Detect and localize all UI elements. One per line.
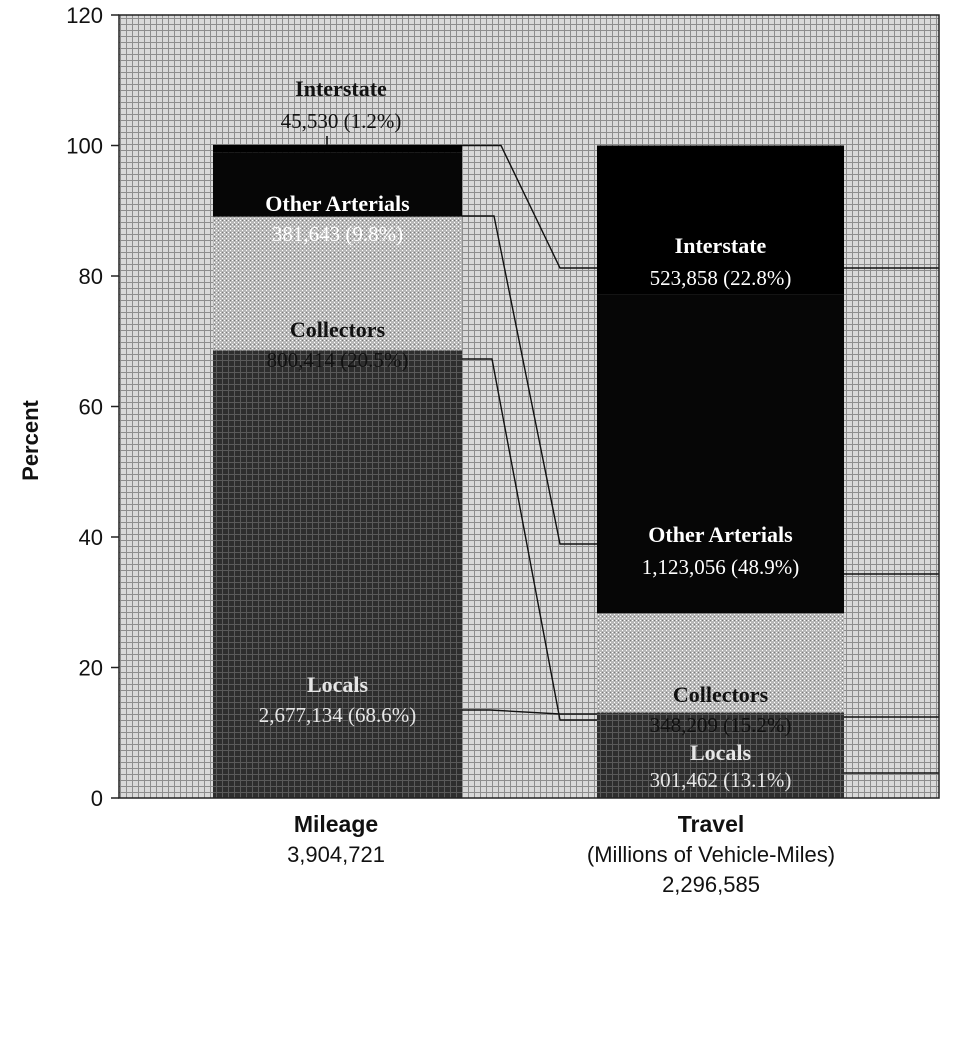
bar-segment-collectors-travel <box>597 613 844 713</box>
segment-value-locals-mileage: 2,677,134 (68.6%) <box>259 703 416 727</box>
connector-collectors <box>462 358 597 721</box>
segment-value-other-arterials-mileage: 381,643 (9.8%) <box>272 222 403 246</box>
connector-interstate <box>462 144 597 269</box>
bar-segment-locals-mileage <box>213 350 462 798</box>
segment-name-locals-mileage: Locals <box>307 672 369 697</box>
segment-value-locals-travel: 301,462 (13.1%) <box>650 768 792 792</box>
segment-name-interstate-travel: Interstate <box>675 233 767 258</box>
y-tick-label: 120 <box>66 3 103 28</box>
segment-value-collectors-mileage: 800,414 (20.5%) <box>267 348 409 372</box>
bar-segment-other-arterials-travel <box>597 294 844 614</box>
y-tick-label: 80 <box>79 264 103 289</box>
y-tick-label: 40 <box>79 525 103 550</box>
connector-other-arterials <box>462 215 597 545</box>
category-label-mileage: Mileage <box>294 811 378 837</box>
connector-locals <box>462 709 597 715</box>
segment-value-collectors-travel: 348,209 (15.2%) <box>650 713 792 737</box>
segment-name-collectors-travel: Collectors <box>673 682 769 707</box>
category-total-mileage: 3,904,721 <box>287 842 385 867</box>
y-tick-label: 0 <box>91 786 103 811</box>
segment-name-other-arterials-travel: Other Arterials <box>648 522 793 547</box>
segment-name-collectors-mileage: Collectors <box>290 317 386 342</box>
segment-name-locals-travel: Locals <box>690 740 752 765</box>
segment-name-other-arterials-mileage: Other Arterials <box>265 191 410 216</box>
bar-segment-other-arterials-mileage <box>213 152 462 217</box>
y-tick-label: 60 <box>79 395 103 420</box>
y-tick-label: 100 <box>66 134 103 159</box>
category-subtitle-travel: (Millions of Vehicle-Miles) <box>587 842 835 867</box>
category-total-travel: 2,296,585 <box>662 872 760 897</box>
y-tick-label: 20 <box>79 656 103 681</box>
segment-value-other-arterials-travel: 1,123,056 (48.9%) <box>642 555 799 579</box>
segment-value-interstate-mileage: 45,530 (1.2%) <box>281 109 402 133</box>
segment-value-interstate-travel: 523,858 (22.8%) <box>650 266 792 290</box>
bar-segment-locals-travel <box>597 712 844 798</box>
segment-name-interstate-mileage: Interstate <box>295 76 387 101</box>
category-label-travel: Travel <box>678 811 745 837</box>
y-axis-label: Percent <box>18 399 43 480</box>
bar-segment-interstate-mileage <box>213 144 462 153</box>
bar-segment-interstate-travel <box>597 145 844 295</box>
bar-segment-collectors-mileage <box>213 216 462 351</box>
